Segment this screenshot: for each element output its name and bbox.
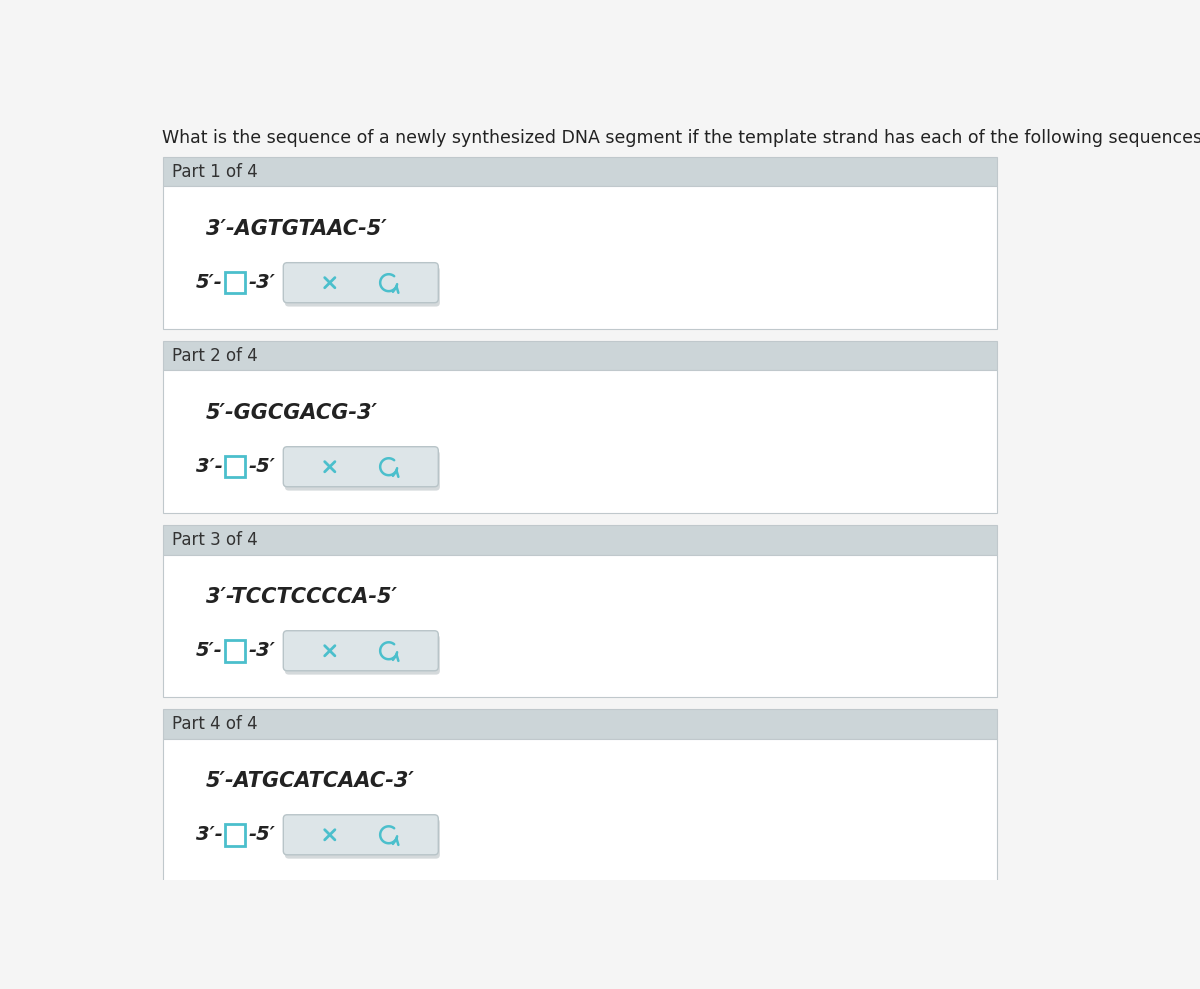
Text: 3′-: 3′- (196, 825, 223, 845)
Bar (226, 456, 245, 478)
Bar (226, 272, 245, 294)
FancyBboxPatch shape (284, 451, 440, 491)
FancyBboxPatch shape (283, 815, 438, 854)
FancyBboxPatch shape (284, 266, 440, 307)
Text: 3′-TCCTCCCCA-5′: 3′-TCCTCCCCA-5′ (206, 586, 397, 607)
Text: -5′: -5′ (248, 457, 275, 477)
Text: -3′: -3′ (248, 641, 275, 661)
FancyBboxPatch shape (284, 635, 440, 674)
Bar (163, 341, 997, 371)
Text: -3′: -3′ (248, 273, 275, 292)
Text: 5′-: 5′- (196, 273, 223, 292)
Text: 3′-AGTGTAAC-5′: 3′-AGTGTAAC-5′ (206, 219, 386, 238)
FancyBboxPatch shape (283, 447, 438, 487)
Bar (163, 709, 997, 739)
Text: -5′: -5′ (248, 825, 275, 845)
Text: Part 4 of 4: Part 4 of 4 (173, 715, 258, 733)
Text: 3′-: 3′- (196, 457, 223, 477)
Bar (163, 187, 997, 329)
Text: Part 1 of 4: Part 1 of 4 (173, 163, 258, 181)
FancyBboxPatch shape (283, 263, 438, 303)
Bar (163, 525, 997, 555)
Bar (163, 739, 997, 881)
Text: Part 2 of 4: Part 2 of 4 (173, 347, 258, 365)
Bar (163, 157, 997, 187)
Text: 5′-ATGCATCAAC-3′: 5′-ATGCATCAAC-3′ (206, 770, 415, 791)
Bar (226, 640, 245, 662)
Text: 5′-: 5′- (196, 641, 223, 661)
FancyBboxPatch shape (283, 631, 438, 671)
Text: Part 3 of 4: Part 3 of 4 (173, 531, 258, 549)
Bar (163, 555, 997, 697)
Bar (226, 824, 245, 846)
Bar (163, 371, 997, 513)
Text: 5′-GGCGACG-3′: 5′-GGCGACG-3′ (206, 403, 378, 423)
Text: What is the sequence of a newly synthesized DNA segment if the template strand h: What is the sequence of a newly synthesi… (162, 130, 1200, 147)
FancyBboxPatch shape (284, 819, 440, 858)
